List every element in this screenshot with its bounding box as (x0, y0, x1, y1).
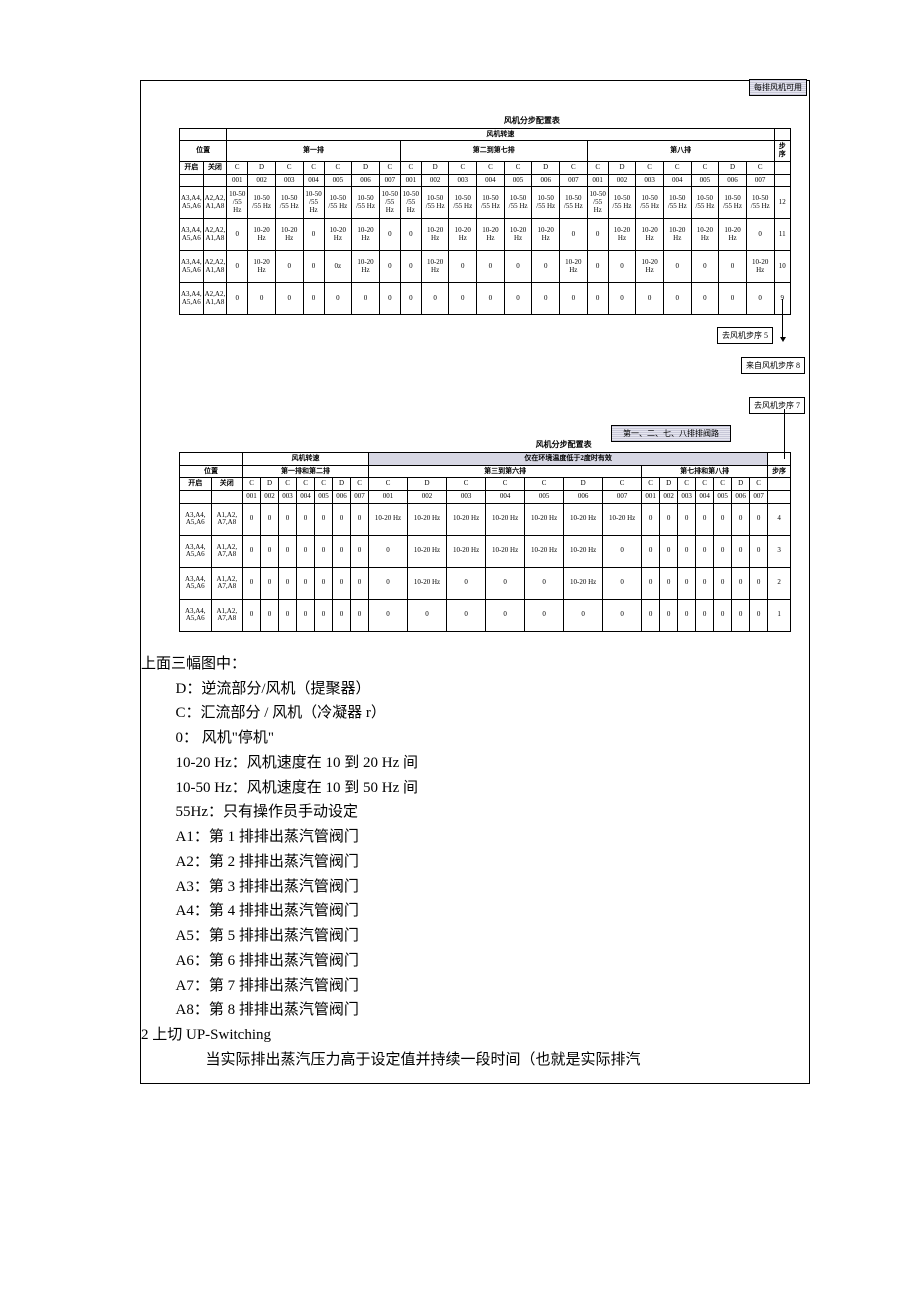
legend-line: C：汇流部分 / 风机（冷凝器 r） (141, 701, 779, 726)
legend-line: A6：第 6 排排出蒸汽管阀门 (141, 949, 779, 974)
legend-line: A4：第 4 排排出蒸汽管阀门 (141, 899, 779, 924)
arrow-1 (782, 299, 783, 339)
text-area: 上面三幅图中： D：逆流部分/风机（提聚器）C：汇流部分 / 风机（冷凝器 r）… (141, 646, 809, 1083)
arrow-head-1 (780, 337, 786, 342)
body-paragraph: 当实际排出蒸汽压力高于设定值并持续一段时间（也就是实际排汽 (141, 1048, 779, 1073)
legend-line: A2：第 2 排排出蒸汽管阀门 (141, 850, 779, 875)
annot-goto7: 去风机步序 7 (749, 397, 805, 414)
section-heading: 2 上切 UP-Switching (141, 1023, 779, 1048)
annot-rows-valves: 第一、二、七、八排排阀路 (611, 425, 731, 442)
legend-line: D：逆流部分/风机（提聚器） (141, 677, 779, 702)
legend-line: A3：第 3 排排出蒸汽管阀门 (141, 875, 779, 900)
fan-table-2: 风机分步配置表风机转速仅在环境温度低于2度时有效位置第一排和第二排第三到第六排第… (179, 439, 791, 632)
tables-container: 每排风机可用 风机分步配置表风机转速位置第一排第二到第七排第八排步序开启关闭CD… (141, 81, 809, 646)
intro-line: 上面三幅图中： (141, 652, 779, 677)
legend-line: 55Hz：只有操作员手动设定 (141, 800, 779, 825)
legend-line: A7：第 7 排排出蒸汽管阀门 (141, 974, 779, 999)
legend-line: 10-20 Hz：风机速度在 10 到 20 Hz 间 (141, 751, 779, 776)
legend-line: 10-50 Hz：风机速度在 10 到 50 Hz 间 (141, 776, 779, 801)
legend-line: 0： 风机"停机" (141, 726, 779, 751)
annot-goto5: 去风机步序 5 (717, 327, 773, 344)
annot-from8: 来自风机步序 8 (741, 357, 805, 374)
fan-table-1: 风机分步配置表风机转速位置第一排第二到第七排第八排步序开启关闭CDCCCDCCD… (179, 115, 791, 315)
legend-line: A1：第 1 排排出蒸汽管阀门 (141, 825, 779, 850)
top-right-annot: 每排风机可用 (749, 79, 807, 96)
page-frame: 每排风机可用 风机分步配置表风机转速位置第一排第二到第七排第八排步序开启关闭CD… (140, 80, 810, 1084)
legend-line: A8：第 8 排排出蒸汽管阀门 (141, 998, 779, 1023)
arrow-2 (784, 409, 785, 459)
legend-line: A5：第 5 排排出蒸汽管阀门 (141, 924, 779, 949)
